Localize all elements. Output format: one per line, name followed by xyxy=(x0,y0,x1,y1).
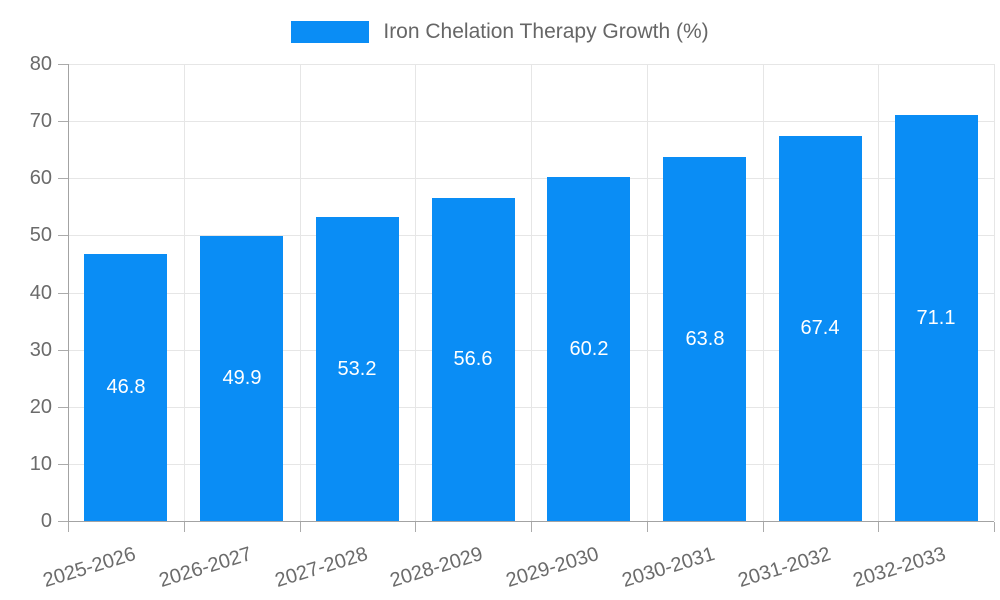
y-axis-tick xyxy=(58,293,68,294)
y-axis-tick xyxy=(58,350,68,351)
bar[interactable] xyxy=(316,217,399,521)
gridline-vertical xyxy=(415,64,416,521)
bar[interactable] xyxy=(779,136,862,521)
x-tick-label: 2032-2033 xyxy=(850,542,949,592)
y-axis-tick xyxy=(58,121,68,122)
legend-swatch xyxy=(291,21,370,43)
bar[interactable] xyxy=(200,236,283,521)
x-axis-tick xyxy=(184,522,185,532)
y-tick-label: 20 xyxy=(29,396,52,418)
gridline-vertical xyxy=(994,64,995,521)
bar-value-label: 49.9 xyxy=(222,367,262,389)
gridline-vertical xyxy=(300,64,301,521)
x-tick-label: 2030-2031 xyxy=(619,542,718,592)
legend-label: Iron Chelation Therapy Growth (%) xyxy=(383,20,709,43)
y-axis-tick xyxy=(58,521,68,522)
y-tick-label: 80 xyxy=(29,53,52,75)
y-tick-label: 70 xyxy=(29,110,52,132)
x-axis-tick xyxy=(878,522,879,532)
x-tick-label: 2027-2028 xyxy=(272,542,371,592)
y-tick-label: 60 xyxy=(29,167,52,189)
x-tick-label: 2026-2027 xyxy=(156,542,255,592)
x-axis-tick xyxy=(68,522,69,532)
gridline-vertical xyxy=(763,64,764,521)
x-axis-tick xyxy=(763,522,764,532)
gridline-vertical xyxy=(647,64,648,521)
y-tick-label: 10 xyxy=(29,453,52,475)
x-axis-tick xyxy=(531,522,532,532)
y-tick-label: 40 xyxy=(29,282,52,304)
bar-value-label: 56.6 xyxy=(453,348,493,370)
bar-value-label: 67.4 xyxy=(800,317,840,339)
gridline-vertical xyxy=(184,64,185,521)
y-axis-tick xyxy=(58,464,68,465)
y-axis-tick xyxy=(58,64,68,65)
gridline-vertical xyxy=(878,64,879,521)
y-axis-line xyxy=(68,64,69,531)
gridline-vertical xyxy=(531,64,532,521)
x-tick-label: 2028-2029 xyxy=(387,542,486,592)
x-axis-tick xyxy=(300,522,301,532)
bar-value-label: 46.8 xyxy=(106,376,146,398)
legend-item[interactable]: Iron Chelation Therapy Growth (%) xyxy=(0,20,1000,44)
y-axis-tick xyxy=(58,235,68,236)
bar[interactable] xyxy=(432,198,515,521)
bar-value-label: 63.8 xyxy=(685,328,725,350)
bar-value-label: 71.1 xyxy=(916,307,956,329)
x-axis-tick xyxy=(647,522,648,532)
x-tick-label: 2031-2032 xyxy=(735,542,834,592)
bar[interactable] xyxy=(895,115,978,521)
y-tick-label: 30 xyxy=(29,339,52,361)
bar-value-label: 60.2 xyxy=(569,338,609,360)
y-axis-tick xyxy=(58,178,68,179)
x-tick-label: 2029-2030 xyxy=(503,542,602,592)
y-tick-label: 0 xyxy=(40,510,52,532)
y-tick-label: 50 xyxy=(29,224,52,246)
bar[interactable] xyxy=(663,157,746,521)
x-axis-line xyxy=(68,521,994,522)
y-axis-tick xyxy=(58,407,68,408)
x-axis-tick xyxy=(994,522,995,532)
bar[interactable] xyxy=(84,254,167,521)
x-axis-tick xyxy=(415,522,416,532)
x-tick-label: 2025-2026 xyxy=(40,542,139,592)
bar[interactable] xyxy=(547,177,630,521)
bar-value-label: 53.2 xyxy=(337,358,377,380)
